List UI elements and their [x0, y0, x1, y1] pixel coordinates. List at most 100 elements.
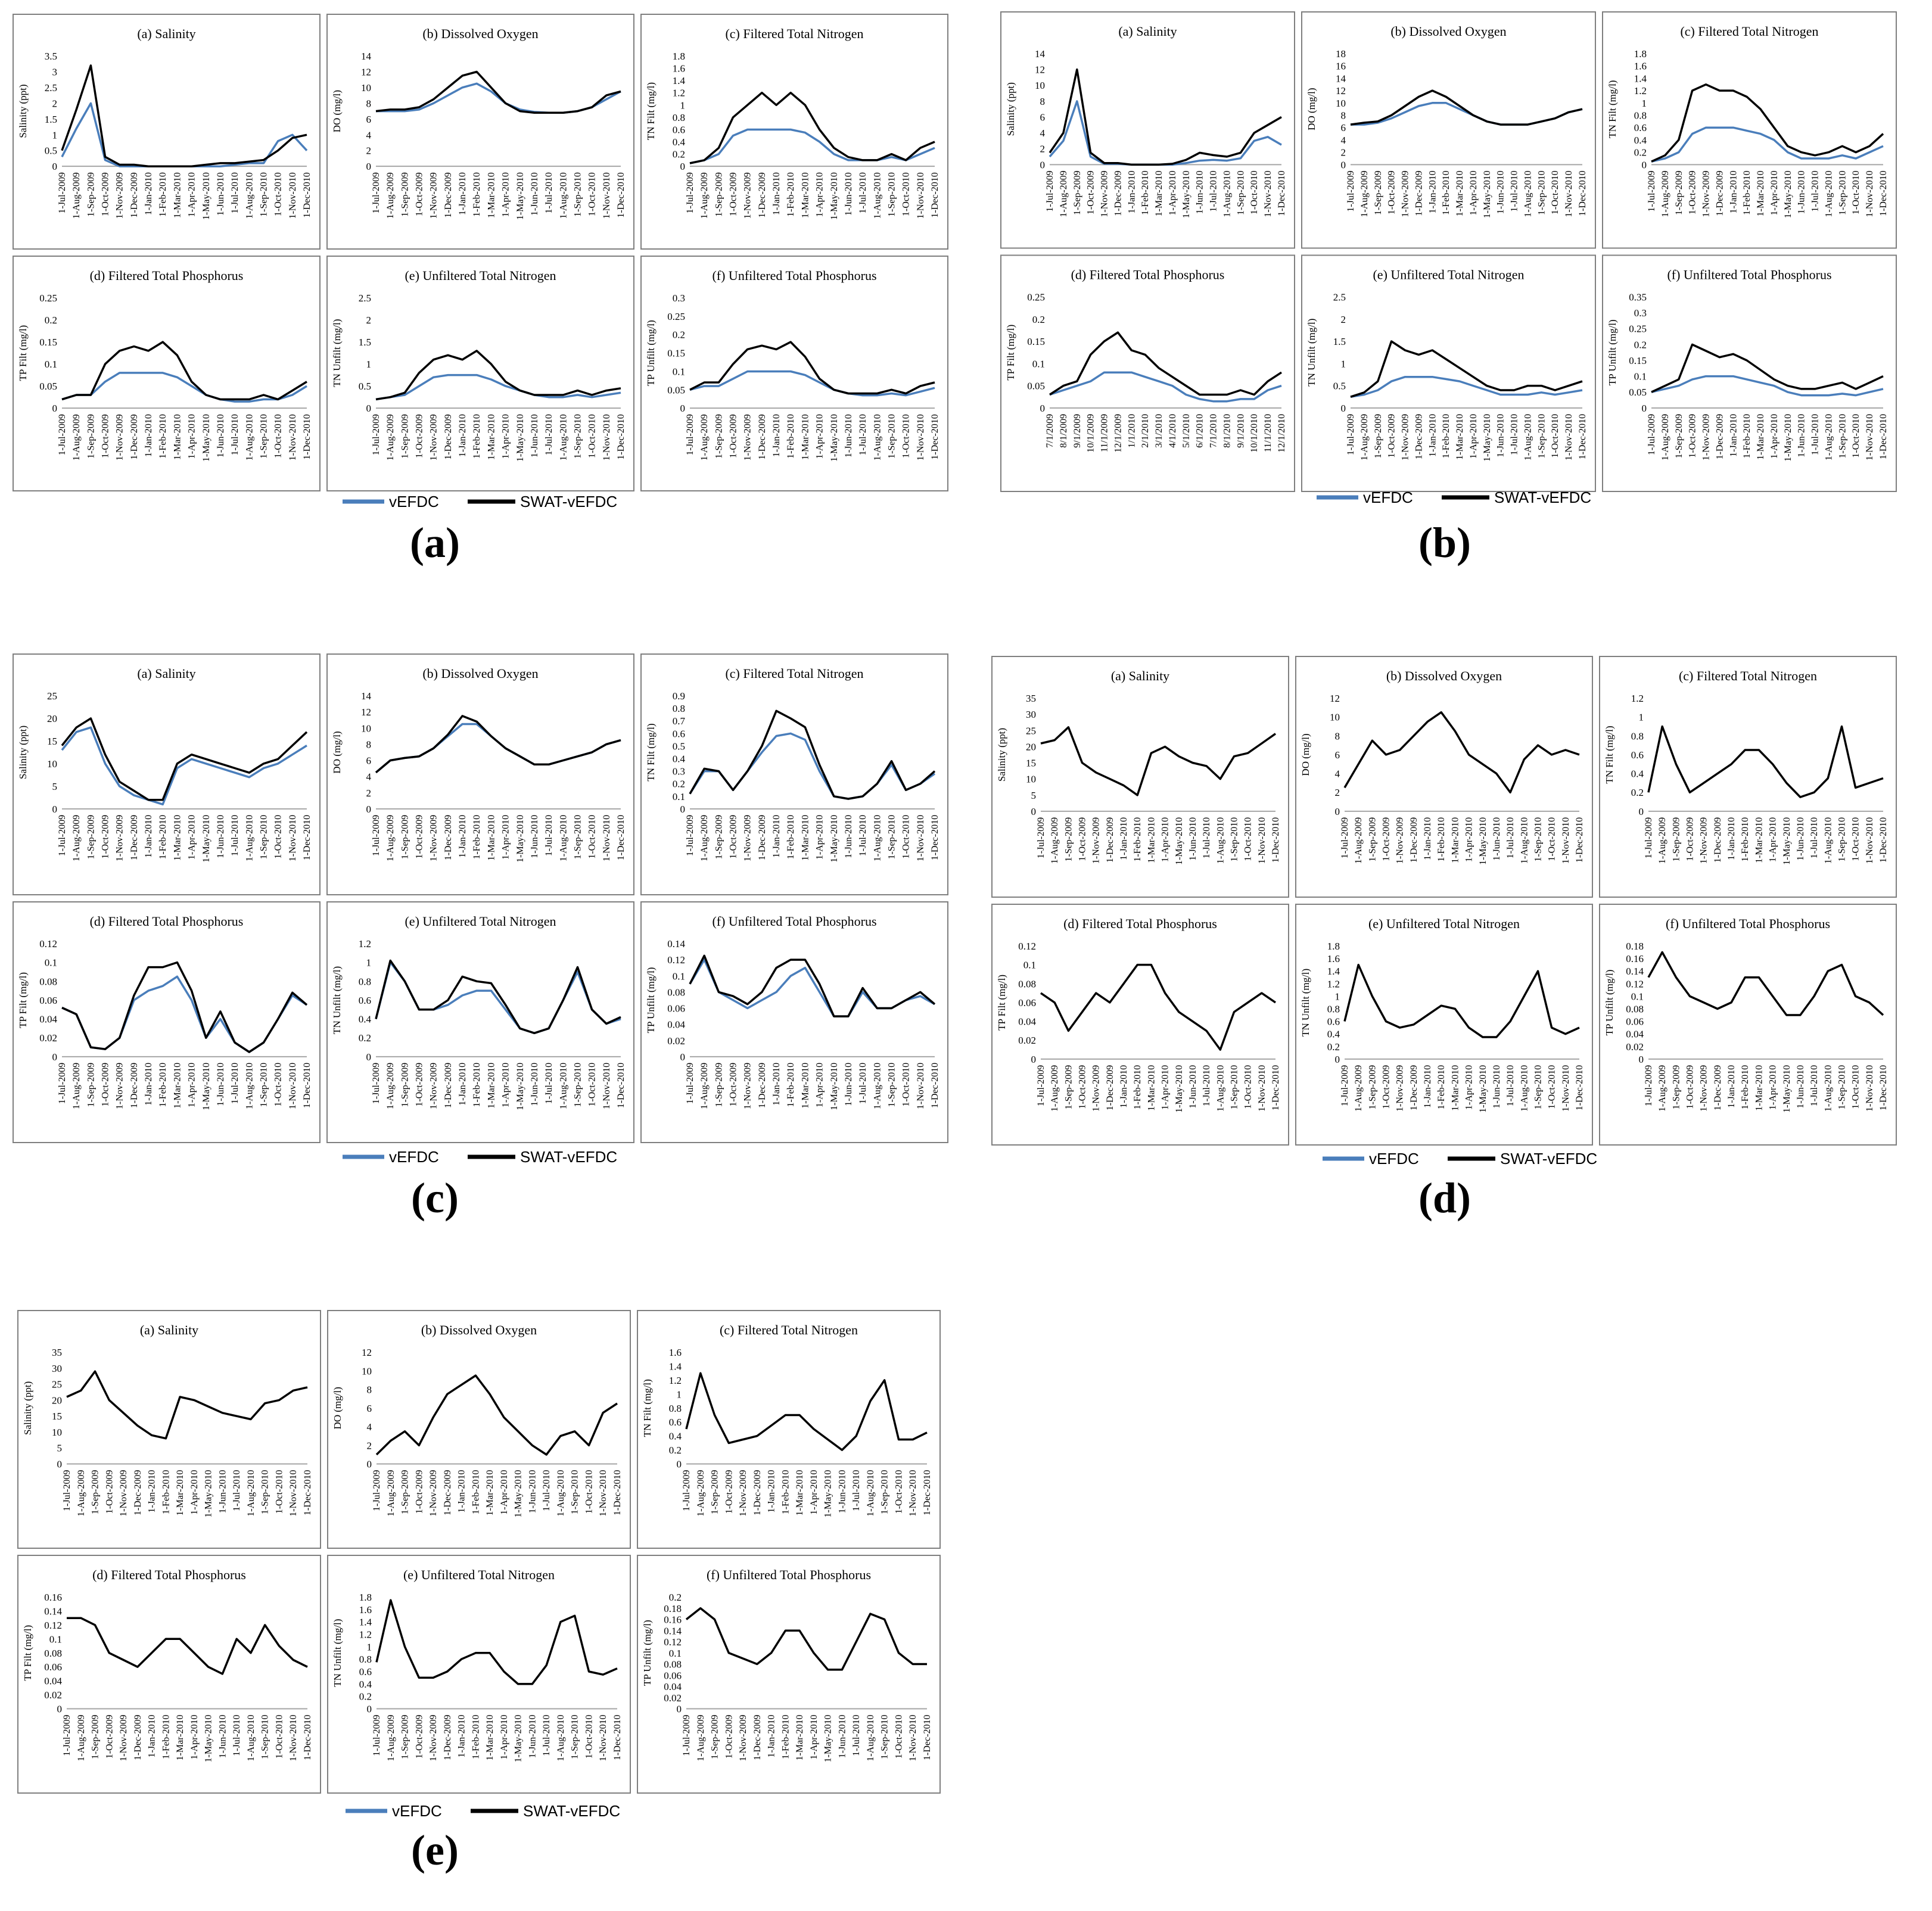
y-tick-label: 14 — [1336, 73, 1346, 84]
x-tick-label: 1-Jan-2010 — [1726, 1065, 1737, 1108]
series-line-swat-vefdc — [689, 709, 936, 800]
y-tick-label: 0.3 — [1634, 307, 1647, 319]
x-tick-label: 1-Jun-2010 — [1492, 1065, 1502, 1109]
series-line-swat-vefdc — [685, 1607, 927, 1671]
x-tick-label: 1-Sep-2009 — [710, 1470, 720, 1515]
x-tick-label: 1-Nov-2010 — [602, 1063, 612, 1109]
x-tick-label: 1-Nov-2009 — [115, 414, 125, 460]
x-tick-label: 1-Dec-2009 — [1414, 414, 1424, 459]
y-tick-label: 5 — [52, 781, 58, 792]
y-tick-label: 0.06 — [1626, 1016, 1644, 1028]
y-tick-label: 0.1 — [669, 1648, 682, 1659]
x-tick-label: 1-May-2010 — [1181, 170, 1191, 218]
x-tick-label: 1-Feb-2010 — [472, 172, 482, 217]
x-tick-label: 1-Jun-2010 — [216, 172, 226, 216]
x-tick-label: 1-Aug-2010 — [558, 414, 568, 460]
series-line-vefdc — [1651, 375, 1884, 397]
chart: (a) Salinity 0 5 10 15 20 25 30 35 Salinity (ppt)… — [991, 656, 1289, 898]
x-tick-label: 1-May-2010 — [1783, 170, 1793, 218]
x-tick-label: 1-Jul-2009 — [685, 172, 695, 213]
x-tick-label: 1-Sep-2009 — [400, 414, 410, 459]
x-tick-label: 1-Jun-2010 — [844, 172, 854, 216]
y-tick-label: 0.15 — [1629, 355, 1647, 366]
x-tick-label: 1-Aug-2009 — [76, 1715, 86, 1761]
x-tick-label: 1-Dec-2010 — [1271, 1065, 1281, 1110]
y-tick-label: 20 — [52, 1395, 62, 1406]
x-tick-label: 1-Aug-2009 — [76, 1470, 86, 1517]
x-tick-label: 1-Nov-2009 — [428, 1470, 438, 1517]
x-tick-label: 1-Sep-2009 — [1671, 1065, 1681, 1110]
y-tick-label: 0.1 — [45, 957, 57, 969]
y-tick-label: 0 — [677, 1704, 682, 1715]
chart-frame — [637, 1310, 941, 1549]
panel-caption: (d) — [1418, 1174, 1471, 1222]
x-tick-label: 1-Jul-2010 — [1202, 817, 1212, 858]
x-tick-label: 1-Dec-2009 — [1713, 1065, 1723, 1110]
x-tick-label: 1-Dec-2009 — [757, 815, 767, 860]
x-tick-label: 1-Nov-2010 — [288, 172, 298, 219]
y-tick-label: 0 — [680, 161, 686, 172]
x-tick-label: 1-Apr-2010 — [809, 1715, 819, 1760]
y-axis-label: TN Unfilt (mg/l) — [1306, 319, 1317, 387]
x-tick-label: 1-Jul-2010 — [544, 1063, 554, 1104]
x-tick-label: 1-Jul-2010 — [1809, 1065, 1819, 1106]
y-tick-label: 0.16 — [664, 1614, 682, 1626]
y-tick-label: 0.8 — [1327, 1003, 1340, 1014]
y-axis-label: TN Unfilt (mg/l) — [1300, 969, 1311, 1037]
x-tick-label: 1-Dec-2009 — [1105, 817, 1115, 863]
x-tick-label: 1-Apr-2010 — [809, 1470, 819, 1515]
x-tick-label: 1-Apr-2010 — [1768, 817, 1778, 862]
x-tick-label: 1-Dec-2010 — [612, 1715, 623, 1760]
series-line-vefdc — [1350, 375, 1583, 398]
series-line-swat-vefdc — [61, 961, 308, 1053]
x-tick-label: 1-Feb-2010 — [471, 1470, 481, 1515]
y-axis-label: TP Unfilt (mg/l) — [642, 1620, 653, 1686]
x-tick-label: 1-Sep-2010 — [259, 815, 269, 860]
chart: (a) Salinity 0 5 10 15 20 25 Salinity (ppt) 1-Ju… — [13, 653, 321, 895]
legend: vEFDC SWAT-vEFDC — [343, 493, 617, 511]
x-tick-label: 1-Aug-2010 — [558, 172, 568, 219]
chart-title: (e) Unfiltered Total Nitrogen — [1368, 916, 1520, 931]
x-tick-label: 1-Nov-2010 — [1257, 1065, 1267, 1112]
x-tick-label: 1-May-2010 — [829, 172, 839, 220]
x-tick-label: 1-Sep-2010 — [1837, 1065, 1847, 1110]
y-tick-label: 6 — [1335, 749, 1340, 761]
x-tick-label: 1-Nov-2010 — [1263, 170, 1273, 217]
y-tick-label: 0.8 — [359, 976, 371, 987]
x-tick-label: 8/1/2009 — [1059, 414, 1069, 448]
x-tick-label: 1-Sep-2009 — [1072, 170, 1082, 215]
chart-frame — [13, 14, 321, 250]
x-tick-label: 1-Sep-2010 — [1536, 414, 1547, 459]
x-tick-label: 1-Aug-2009 — [1050, 817, 1060, 864]
x-tick-label: 6/1/2010 — [1195, 414, 1205, 448]
chart-frame — [327, 1310, 631, 1549]
y-tick-label: 0.4 — [673, 136, 686, 148]
series-line-swat-vefdc — [1049, 68, 1282, 166]
x-tick-label: 1-Nov-2009 — [743, 172, 753, 219]
legend-label-vefdc: vEFDC — [1363, 488, 1413, 506]
x-tick-label: 1-Mar-2010 — [800, 815, 810, 861]
x-tick-label: 1-Nov-2009 — [738, 1470, 748, 1517]
x-tick-label: 1-Aug-2009 — [385, 1063, 396, 1109]
chart: (c) Filtered Total Nitrogen 0 0.10.2 0.3 0.4… — [640, 653, 948, 895]
x-tick-label: 1-Oct-2009 — [101, 815, 111, 859]
y-tick-label: 12 — [1035, 64, 1045, 76]
y-tick-label: 4 — [366, 129, 372, 141]
x-tick-label: 1-Dec-2010 — [612, 1470, 623, 1515]
y-tick-label: 0 — [1642, 159, 1647, 170]
y-axis-label: TN Unfilt (mg/l) — [331, 319, 343, 387]
x-tick-label: 1-Jul-2009 — [1346, 414, 1356, 455]
x-tick-label: 1-Sep-2010 — [886, 1063, 897, 1107]
x-tick-label: 1-Oct-2010 — [1243, 1065, 1253, 1109]
x-tick-label: 1-Aug-2009 — [71, 172, 82, 219]
x-tick-label: 1-Dec-2010 — [1575, 1065, 1585, 1110]
y-tick-label: 0.8 — [1634, 110, 1647, 122]
x-tick-label: 1-Sep-2010 — [1837, 170, 1847, 215]
y-axis-label: DO (mg/l) — [1306, 88, 1317, 130]
y-tick-label: 2 — [367, 1440, 372, 1451]
x-tick-label: 1-May-2010 — [829, 1063, 839, 1110]
x-tick-label: 1-Jun-2010 — [1195, 170, 1205, 214]
series-line-swat-vefdc — [1049, 331, 1282, 396]
x-tick-label: 1-Nov-2010 — [602, 815, 612, 861]
y-tick-label: 0 — [1341, 403, 1346, 414]
